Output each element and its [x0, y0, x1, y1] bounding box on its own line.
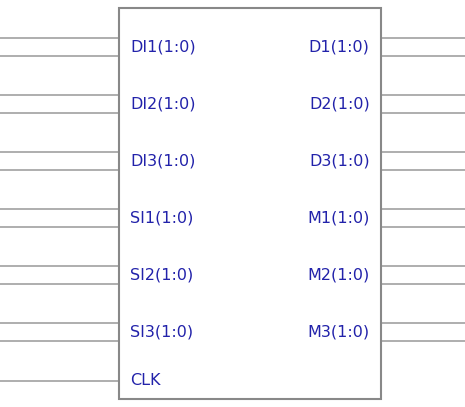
Text: D2(1:0): D2(1:0): [309, 96, 370, 111]
Text: M2(1:0): M2(1:0): [307, 267, 370, 282]
Text: M1(1:0): M1(1:0): [307, 210, 370, 225]
Bar: [119, 8, 381, 399]
Text: SI1(1:0): SI1(1:0): [130, 210, 193, 225]
Text: DI2(1:0): DI2(1:0): [130, 96, 196, 111]
Text: D1(1:0): D1(1:0): [309, 39, 370, 54]
Text: M3(1:0): M3(1:0): [307, 324, 370, 339]
Text: SI3(1:0): SI3(1:0): [130, 324, 193, 339]
Text: SI2(1:0): SI2(1:0): [130, 267, 193, 282]
Text: CLK: CLK: [130, 373, 161, 388]
Text: DI1(1:0): DI1(1:0): [130, 39, 196, 54]
Text: D3(1:0): D3(1:0): [309, 153, 370, 168]
Text: DI3(1:0): DI3(1:0): [130, 153, 196, 168]
